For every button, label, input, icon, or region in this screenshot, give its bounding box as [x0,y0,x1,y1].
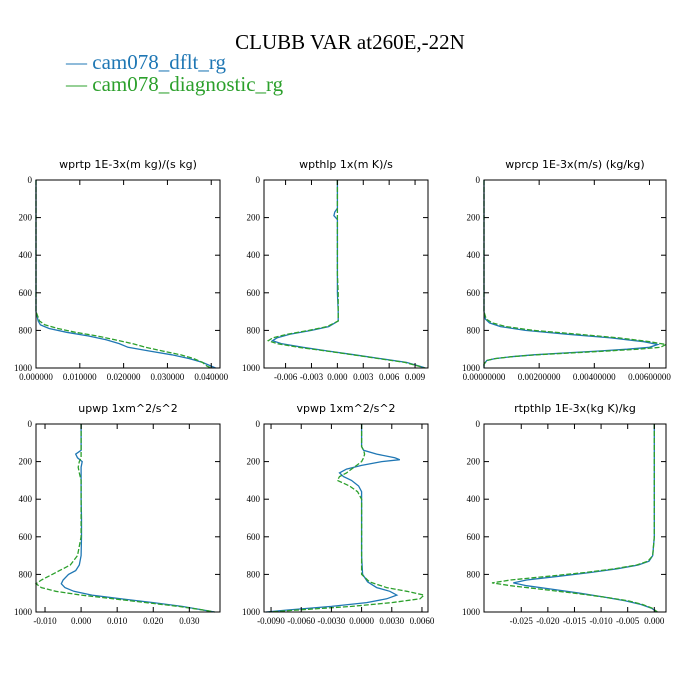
y-tick-label: 400 [467,494,481,504]
series-line-dflt [513,424,658,613]
x-tick-label: -0.010 [33,616,57,626]
x-tick-label: -0.015 [563,616,587,626]
y-tick-label: 1000 [242,607,261,617]
x-tick-label: 0.0030 [379,616,404,626]
x-tick-label: 0.030000 [151,372,185,382]
x-tick-label: -0.010 [589,616,613,626]
plot-frame [35,423,221,613]
y-tick-label: 600 [247,532,261,542]
series-line-dflt [35,180,216,369]
y-tick-label: 0 [256,419,261,429]
y-tick-label: 600 [467,532,481,542]
series-line-diagnostic [35,180,212,369]
x-tick-label: 0.0060 [410,616,435,626]
y-tick-label: 400 [247,494,261,504]
y-tick-label: 0 [28,175,33,185]
series-line-diagnostic [268,424,426,613]
x-tick-label: 0.00600000 [628,372,671,382]
legend-label: cam078_diagnostic_rg [92,72,284,96]
y-tick-label: 400 [19,494,33,504]
y-tick-label: 800 [467,325,481,335]
legend-entry-dflt: — cam078_dflt_rg [66,50,226,75]
y-tick-label: 0 [256,175,261,185]
x-tick-label: -0.020 [536,616,560,626]
y-tick-label: 200 [247,213,261,223]
series-line-diagnostic [34,424,215,613]
plot-frame [263,423,429,613]
x-tick-label: 0.00200000 [518,372,561,382]
x-tick-label: 0.010000 [63,372,97,382]
y-tick-label: 200 [467,213,481,223]
chart-title: CLUBB VAR at260E,-22N [235,30,465,54]
y-tick-label: 800 [247,325,261,335]
series-line-dflt [271,180,426,369]
y-tick-label: 200 [19,457,33,467]
x-tick-label: 0.009 [405,372,426,382]
y-tick-label: 600 [19,288,33,298]
x-tick-label: -0.006 [274,372,298,382]
legend-dash: — [66,50,93,74]
y-tick-label: 200 [19,213,33,223]
y-tick-label: 800 [247,569,261,579]
legend-entry-diagnostic: — cam078_diagnostic_rg [66,72,283,97]
x-tick-label: 0.00000000 [463,372,506,382]
x-tick-label: -0.003 [300,372,324,382]
y-tick-label: 1000 [14,607,33,617]
x-tick-label: 0.040000 [194,372,228,382]
y-tick-label: 600 [247,288,261,298]
x-tick-label: 0.030 [179,616,200,626]
series-line-diagnostic [483,180,669,368]
x-tick-label: -0.005 [616,616,640,626]
series-line-dflt [60,424,215,613]
x-tick-label: 0.010 [107,616,128,626]
panel-title: wprcp 1E-3x(m/s) (kg/kg) [505,158,644,171]
panel-title: vpwp 1xm^2/s^2 [296,402,395,415]
x-tick-label: 0.0000 [349,616,374,626]
y-tick-label: 1000 [462,607,481,617]
y-tick-label: 0 [28,419,33,429]
series-line-diagnostic [266,180,425,369]
y-tick-label: 600 [19,532,33,542]
panel-title: rtpthlp 1E-3x(kg K)/kg [514,402,636,415]
legend-dash: — [66,72,93,96]
x-tick-label: -0.0060 [287,616,315,626]
y-tick-label: 600 [467,288,481,298]
panel-title: upwp 1xm^2/s^2 [78,402,178,415]
plot-frame [483,179,667,369]
x-tick-label: -0.0030 [318,616,346,626]
series-line-diagnostic [491,424,658,613]
y-tick-label: 200 [467,457,481,467]
y-tick-label: 400 [467,250,481,260]
y-tick-label: 0 [476,175,481,185]
y-tick-label: 800 [19,325,33,335]
plot-frame [263,179,429,369]
x-tick-label: 0.000000 [19,372,53,382]
y-tick-label: 0 [476,419,481,429]
x-tick-label: 0.000 [71,616,92,626]
series-line-dflt [265,424,401,613]
y-tick-label: 1000 [242,363,261,373]
x-tick-label: -0.0090 [257,616,285,626]
y-tick-label: 800 [19,569,33,579]
x-tick-label: 0.006 [379,372,400,382]
x-tick-label: -0.025 [510,616,534,626]
x-tick-label: 0.020 [143,616,164,626]
x-tick-label: 0.003 [353,372,374,382]
y-tick-label: 1000 [462,363,481,373]
x-tick-label: 0.000 [644,616,665,626]
panel-title: wpthlp 1x(m K)/s [299,158,393,171]
y-tick-label: 400 [247,250,261,260]
panel-title: wprtp 1E-3x(m kg)/(s kg) [59,158,197,171]
plot-frame [35,179,221,369]
y-tick-label: 800 [467,569,481,579]
y-tick-label: 1000 [14,363,33,373]
y-tick-label: 400 [19,250,33,260]
y-tick-label: 200 [247,457,261,467]
x-tick-label: 0.020000 [107,372,141,382]
plot-frame [483,423,667,613]
legend-label: cam078_dflt_rg [92,50,227,74]
x-tick-label: 0.000 [327,372,348,382]
x-tick-label: 0.00400000 [573,372,616,382]
